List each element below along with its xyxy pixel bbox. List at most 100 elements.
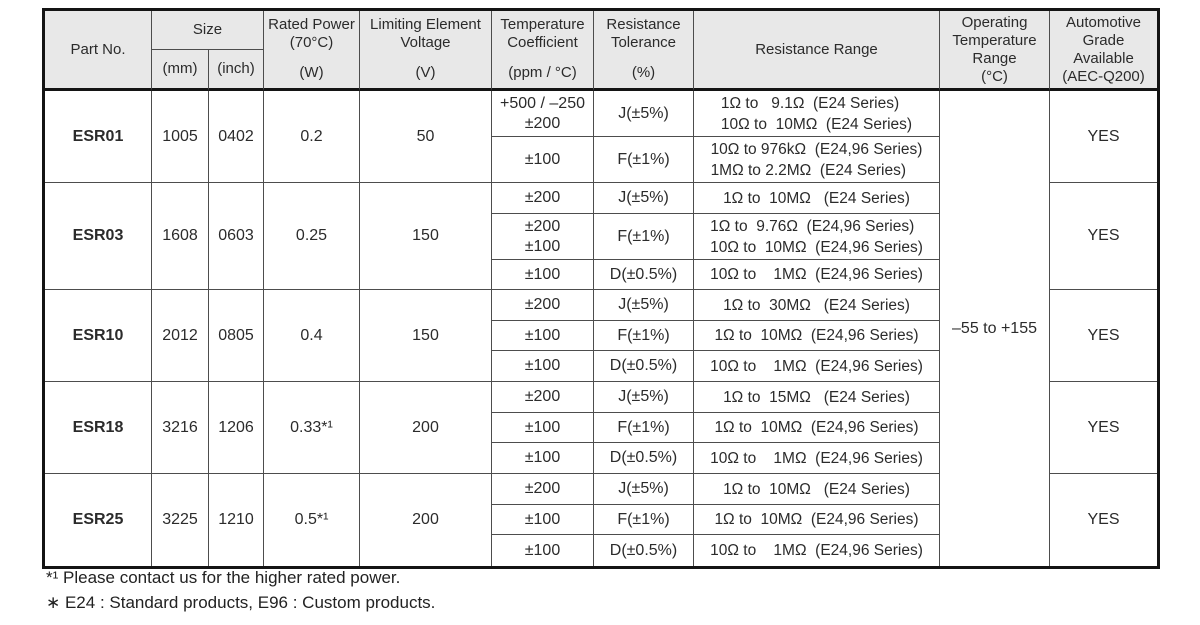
range-line: 1Ω to 15MΩ (E24 Series)	[723, 388, 910, 406]
cell-tolerance: J(±5%)	[594, 474, 694, 505]
cell-temp-coeff: +500 / –250 ±200	[492, 91, 594, 137]
header-size: Size	[152, 11, 264, 50]
cell-temp-coeff: ±100	[492, 505, 594, 535]
header-tolerance: Resistance Tolerance (%)	[594, 11, 694, 91]
range-line: 1Ω to 10MΩ (E24 Series)	[723, 189, 910, 207]
cell-size-mm: 3216	[152, 382, 209, 474]
cell-size-inch: 1206	[209, 382, 264, 474]
header-temp-coeff-line1: Temperature	[500, 16, 585, 33]
cell-tolerance: D(±0.5%)	[594, 443, 694, 474]
cell-resistance-range: 10Ω to 1MΩ (E24,96 Series)	[694, 260, 940, 290]
temp-coeff-line: ±200	[524, 114, 561, 132]
cell-size-inch: 1210	[209, 474, 264, 566]
range-line: 10Ω to 10MΩ (E24,96 Series)	[710, 238, 923, 256]
cell-resistance-range: 1Ω to 10MΩ (E24,96 Series)	[694, 413, 940, 443]
cell-voltage: 200	[360, 474, 492, 566]
header-op-temp-line4: (°C)	[981, 67, 1008, 85]
temp-coeff-line: ±100	[524, 237, 561, 255]
footnotes: *¹ Please contact us for the higher rate…	[46, 565, 435, 615]
cell-rated-power: 0.33*¹	[264, 382, 360, 474]
cell-tolerance: F(±1%)	[594, 214, 694, 260]
cell-voltage: 200	[360, 382, 492, 474]
range-line: 10Ω to 10MΩ (E24 Series)	[720, 115, 913, 133]
cell-operating-temperature: –55 to +155	[940, 91, 1050, 566]
header-automotive-line2: Grade	[1082, 31, 1125, 49]
range-line: 1Ω to 9.1Ω (E24 Series)	[720, 94, 900, 112]
header-rated-power-line2: (70°C)	[289, 34, 334, 51]
header-automotive-line4: (AEC-Q200)	[1062, 67, 1145, 85]
cell-tolerance: J(±5%)	[594, 91, 694, 137]
header-op-temp: Operating Temperature Range (°C)	[940, 11, 1050, 91]
header-op-temp-line1: Operating	[961, 13, 1028, 31]
cell-temp-coeff: ±100	[492, 443, 594, 474]
cell-automotive: YES	[1050, 382, 1157, 474]
cell-rated-power: 0.4	[264, 290, 360, 382]
cell-resistance-range: 10Ω to 976kΩ (E24,96 Series) 1MΩ to 2.2M…	[694, 137, 940, 183]
header-voltage-unit: (V)	[415, 64, 436, 81]
header-temp-coeff-line2: Coefficient	[507, 34, 578, 51]
cell-tolerance: F(±1%)	[594, 413, 694, 443]
footnote-rated-power: *¹ Please contact us for the higher rate…	[46, 568, 401, 587]
cell-temp-coeff: ±200	[492, 382, 594, 413]
cell-resistance-range: 1Ω to 15MΩ (E24 Series)	[694, 382, 940, 413]
cell-resistance-range: 1Ω to 30MΩ (E24 Series)	[694, 290, 940, 321]
cell-automotive: YES	[1087, 511, 1120, 528]
header-rated-power-unit: (W)	[299, 64, 324, 81]
cell-part-no: ESR18	[45, 382, 152, 474]
cell-resistance-range: 10Ω to 1MΩ (E24,96 Series)	[694, 535, 940, 566]
header-size-mm: (mm)	[152, 50, 209, 91]
header-rated-power: Rated Power (70°C) (W)	[264, 11, 360, 91]
cell-automotive: YES	[1050, 91, 1157, 183]
header-voltage-line1: Limiting Element	[370, 16, 481, 33]
header-temp-coeff: Temperature Coefficient (ppm / °C)	[492, 11, 594, 91]
range-line: 1MΩ to 2.2MΩ (E24 Series)	[710, 161, 907, 179]
cell-temp-coeff: ±200	[492, 290, 594, 321]
cell-tolerance: J(±5%)	[594, 382, 694, 413]
cell-tolerance: D(±0.5%)	[594, 535, 694, 566]
cell-size-inch: 0805	[209, 290, 264, 382]
header-resistance-range: Resistance Range	[694, 11, 940, 91]
cell-resistance-range: 1Ω to 10MΩ (E24 Series)	[694, 474, 940, 505]
cell-part-no: ESR10	[45, 290, 152, 382]
cell-size-inch: 0603	[209, 183, 264, 290]
range-line: 10Ω to 1MΩ (E24,96 Series)	[710, 542, 923, 559]
cell-resistance-range: 10Ω to 1MΩ (E24,96 Series)	[694, 443, 940, 474]
cell-tolerance: D(±0.5%)	[594, 351, 694, 382]
cell-temp-coeff: ±100	[492, 535, 594, 566]
cell-temp-coeff: ±100	[492, 413, 594, 443]
cell-part-no: ESR25	[45, 474, 152, 566]
cell-size-mm: 1005	[152, 91, 209, 183]
header-voltage: Limiting Element Voltage (V)	[360, 11, 492, 91]
cell-resistance-range: 1Ω to 10MΩ (E24,96 Series)	[694, 321, 940, 351]
range-line: 1Ω to 10MΩ (E24 Series)	[723, 480, 910, 498]
footnote-series: ∗ E24 : Standard products, E96 : Custom …	[46, 593, 436, 612]
range-line: 10Ω to 1MΩ (E24,96 Series)	[710, 449, 923, 467]
cell-tolerance: J(±5%)	[594, 290, 694, 321]
cell-size-inch: 0402	[209, 91, 264, 183]
cell-temp-coeff: ±200	[492, 183, 594, 214]
header-automotive-line3: Available	[1073, 49, 1134, 67]
temp-coeff-line: ±200	[524, 217, 561, 235]
cell-tolerance: F(±1%)	[594, 321, 694, 351]
header-op-temp-line2: Temperature	[952, 31, 1037, 49]
header-tolerance-unit: (%)	[631, 64, 656, 81]
cell-tolerance: F(±1%)	[594, 505, 694, 535]
header-automotive-line1: Automotive	[1065, 13, 1142, 31]
header-tolerance-line1: Resistance	[606, 16, 681, 33]
range-line: 1Ω to 10MΩ (E24,96 Series)	[714, 511, 919, 528]
header-voltage-line2: Voltage	[400, 34, 451, 51]
cell-tolerance: F(±1%)	[594, 137, 694, 183]
cell-temp-coeff: ±200 ±100	[492, 214, 594, 260]
header-part-no: Part No.	[45, 11, 152, 91]
header-size-inch: (inch)	[209, 50, 264, 91]
cell-tolerance: J(±5%)	[594, 183, 694, 214]
cell-temp-coeff: ±100	[492, 260, 594, 290]
cell-tolerance: D(±0.5%)	[594, 260, 694, 290]
cell-resistance-range: 1Ω to 9.76Ω (E24,96 Series) 10Ω to 10MΩ …	[694, 214, 940, 260]
range-line: 10Ω to 976kΩ (E24,96 Series)	[710, 140, 923, 158]
spec-table: Part No. Size (mm) (inch) Rated Power (7…	[42, 8, 1160, 569]
cell-resistance-range: 1Ω to 10MΩ (E24,96 Series)	[694, 505, 940, 535]
cell-temp-coeff: ±100	[492, 351, 594, 382]
cell-temp-coeff: ±100	[492, 137, 594, 183]
range-line: 10Ω to 1MΩ (E24,96 Series)	[710, 357, 923, 375]
